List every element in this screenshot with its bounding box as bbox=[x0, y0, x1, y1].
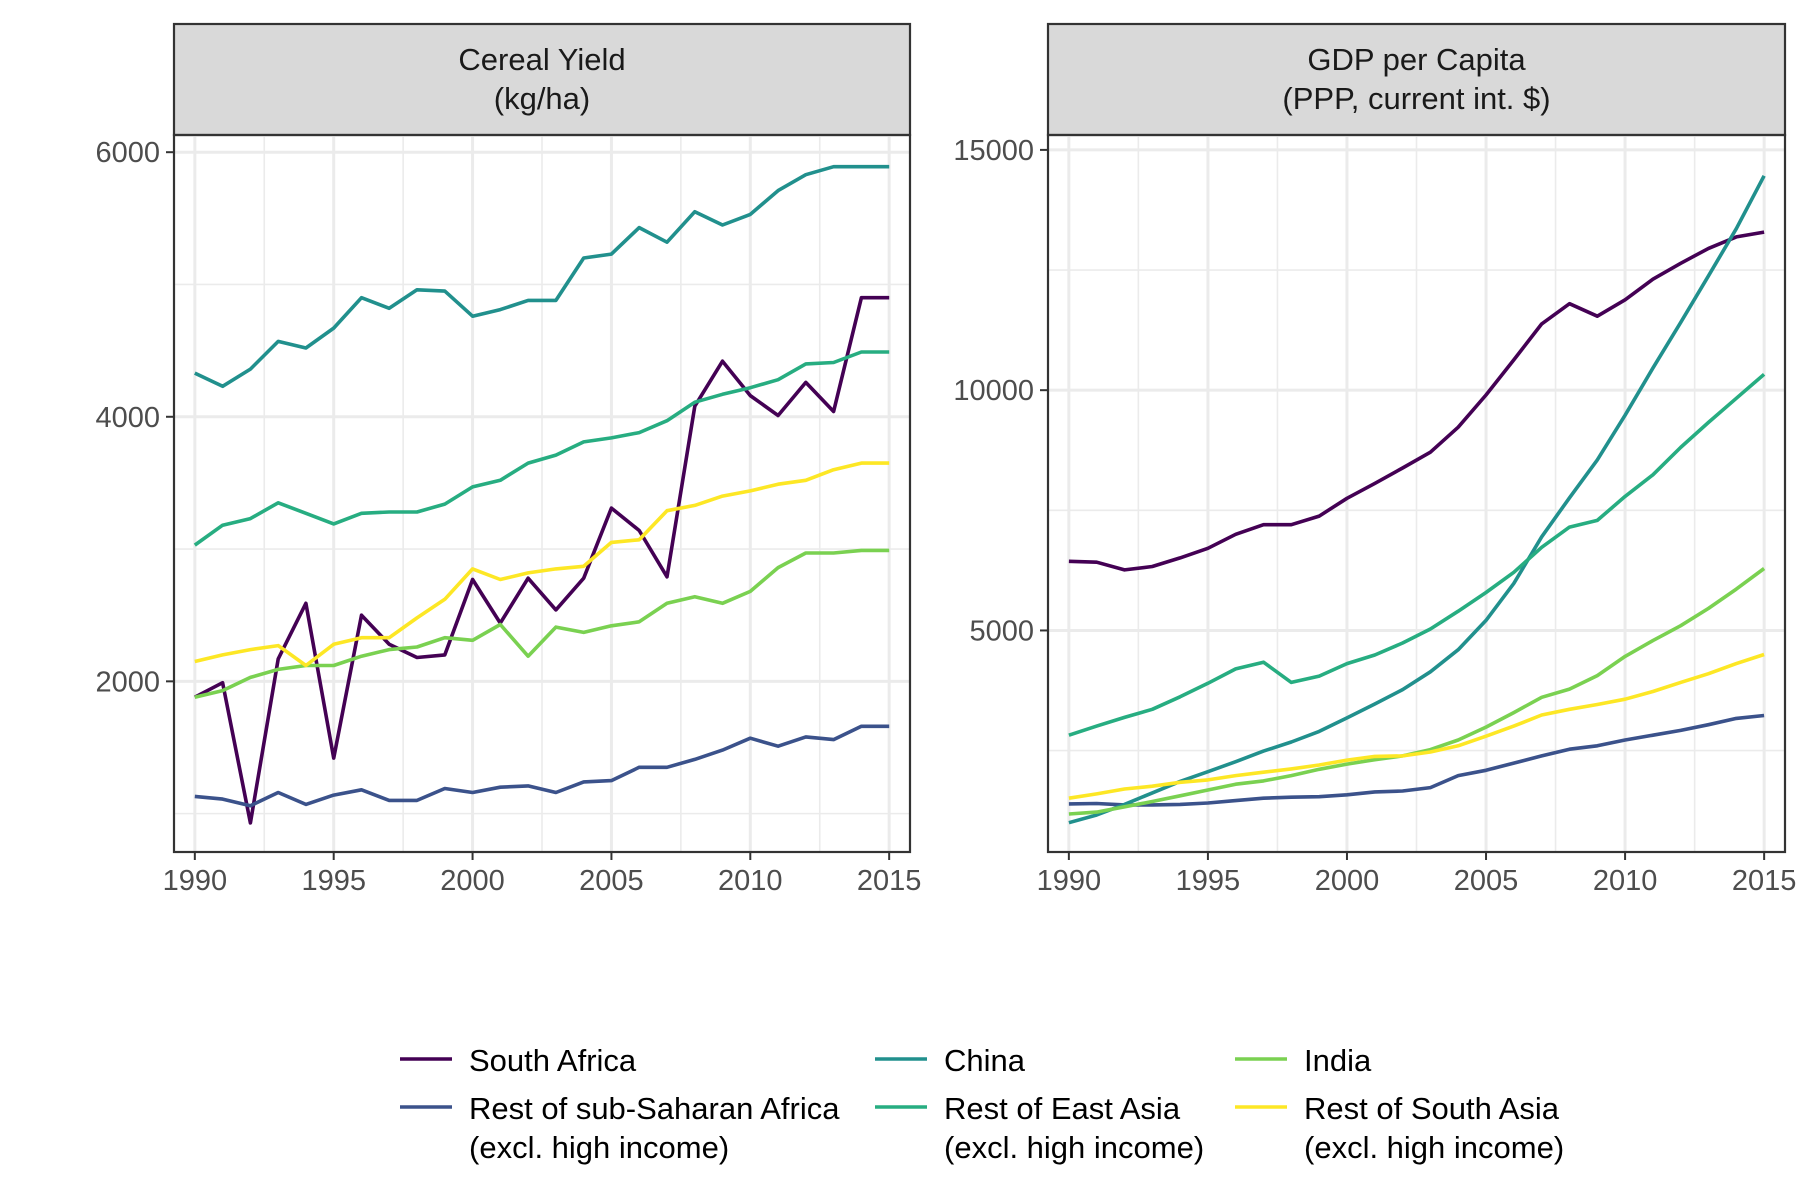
grid bbox=[1048, 135, 1785, 852]
legend-item: China bbox=[875, 1043, 1026, 1078]
y-tick-label: 5000 bbox=[969, 615, 1034, 647]
x-tick-label: 2005 bbox=[579, 865, 644, 897]
x-tick-label: 2010 bbox=[718, 865, 783, 897]
x-tick-label: 2005 bbox=[1454, 865, 1519, 897]
facet-strip bbox=[1046, 22, 1787, 137]
y-tick-label: 15000 bbox=[953, 135, 1034, 167]
panel-border bbox=[1046, 133, 1787, 854]
legend-label: China bbox=[944, 1043, 1026, 1078]
legend-label: South Africa bbox=[469, 1043, 637, 1078]
series-line bbox=[1068, 230, 1765, 572]
legend-label: (excl. high income) bbox=[944, 1130, 1204, 1165]
legend-label: India bbox=[1304, 1043, 1372, 1078]
x-tick-label: 1990 bbox=[163, 865, 228, 897]
x-tick-label: 1990 bbox=[1037, 865, 1102, 897]
legend-item: India bbox=[1235, 1043, 1372, 1078]
series-line bbox=[1068, 372, 1766, 737]
legend-item: Rest of East Asia (excl. high income) bbox=[875, 1091, 1204, 1165]
x-tick-label: 2015 bbox=[857, 865, 922, 897]
y-tick-label: 2000 bbox=[95, 666, 160, 698]
legend-item: Rest of South Asia (excl. high income) bbox=[1235, 1091, 1564, 1165]
x-tick-label: 2010 bbox=[1593, 865, 1658, 897]
series-group bbox=[1068, 174, 1766, 825]
facet-strip bbox=[172, 22, 912, 137]
series-line bbox=[194, 724, 890, 808]
legend-label: (excl. high income) bbox=[1304, 1130, 1564, 1165]
grid bbox=[174, 135, 910, 852]
series-line bbox=[193, 350, 890, 547]
x-tick-label: 2015 bbox=[1732, 865, 1797, 897]
series-group bbox=[193, 164, 890, 825]
legend-item: Rest of sub-Saharan Africa (excl. high in… bbox=[400, 1091, 840, 1165]
series-line bbox=[194, 548, 890, 699]
x-tick-label: 1995 bbox=[1176, 865, 1241, 897]
legend-item: South Africa bbox=[400, 1043, 637, 1078]
facet-title: GDP per Capita (PPP, current int. $) bbox=[1282, 42, 1550, 116]
series-line bbox=[193, 295, 890, 825]
panel-gdp-per-capita: GDP per Capita (PPP, current int. $) 1990 1… bbox=[953, 22, 1797, 897]
panel-border bbox=[172, 133, 912, 854]
series-line bbox=[1068, 174, 1766, 825]
x-tick-label: 1995 bbox=[301, 865, 366, 897]
legend: South Africa Rest of sub-Saharan Africa (e… bbox=[400, 1043, 1564, 1165]
y-tick-label: 10000 bbox=[953, 375, 1034, 407]
series-line bbox=[1068, 652, 1765, 800]
y-tick-label: 4000 bbox=[95, 402, 160, 434]
legend-label: Rest of sub-Saharan Africa bbox=[469, 1091, 840, 1126]
legend-label: Rest of East Asia bbox=[944, 1091, 1181, 1126]
legend-label: (excl. high income) bbox=[469, 1130, 729, 1165]
legend-label: Rest of South Asia bbox=[1304, 1091, 1560, 1126]
panel-cereal-yield: Cereal Yield (kg/ha) 1990 1995 2000 2005 2010 2… bbox=[95, 22, 922, 897]
series-line bbox=[194, 164, 890, 389]
x-tick-label: 2000 bbox=[440, 865, 505, 897]
series-line bbox=[1068, 713, 1765, 807]
facet-title: Cereal Yield (kg/ha) bbox=[458, 42, 625, 116]
series-line bbox=[194, 461, 890, 668]
x-tick-label: 2000 bbox=[1315, 865, 1380, 897]
y-tick-label: 6000 bbox=[95, 137, 160, 169]
